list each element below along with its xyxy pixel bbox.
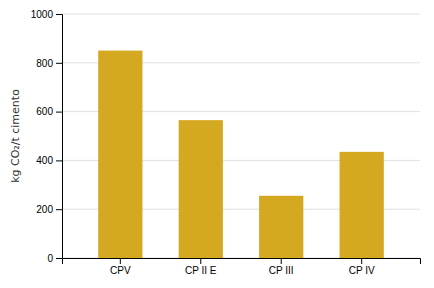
y-tick: 1000 [31,9,62,20]
y-tick: 600 [36,106,62,117]
y-tick-label: 400 [36,155,53,166]
y-tick-label: 200 [36,204,53,215]
x-axis-line [63,259,421,265]
grid-line [62,14,420,15]
bar [340,152,384,258]
x-tick-mark [120,258,121,264]
y-axis-title: kg CO₂/t cimento [9,89,22,183]
bar [98,51,142,258]
y-axis: 0 200 400 600 800 1000 [31,9,63,264]
y-tick-label: 600 [36,106,53,117]
y-tick-mark [56,209,62,210]
x-tick: CP IV [349,258,375,276]
y-tick: 400 [36,155,62,166]
x-tick-label: CP III [269,265,294,276]
x-tick-mark [361,258,362,264]
y-tick-label: 800 [36,58,53,69]
x-tick-label: CP IV [349,265,375,276]
plot: 0 200 400 600 800 1000 CPV CP II E CP III CP IV [31,9,421,276]
y-tick-mark [56,160,62,161]
y-tick: 0 [47,253,62,264]
chart-svg: 0 200 400 600 800 1000 CPV CP II E CP III CP IV kg… [0,0,434,288]
x-tick-label: CPV [110,265,131,276]
x-tick: CP II E [185,258,217,276]
y-tick-mark [56,63,62,64]
x-tick-mark [200,258,201,264]
bars [98,51,384,258]
y-axis-line [56,15,63,259]
y-tick-label: 0 [47,253,53,264]
x-tick: CP III [269,258,294,276]
y-tick-mark [56,112,62,113]
x-tick-label: CP II E [185,265,217,276]
x-tick: CPV [110,258,131,276]
grid [62,14,420,258]
y-tick-mark [56,14,62,15]
y-tick: 200 [36,204,62,215]
x-tick-mark [281,258,282,264]
x-axis: CPV CP II E CP III CP IV [63,258,421,276]
y-tick-mark [56,258,62,259]
bar [259,196,303,258]
chart-container: 0 200 400 600 800 1000 CPV CP II E CP III CP IV kg… [0,0,434,288]
y-tick: 800 [36,58,62,69]
y-tick-label: 1000 [31,9,54,20]
bar [179,120,223,258]
